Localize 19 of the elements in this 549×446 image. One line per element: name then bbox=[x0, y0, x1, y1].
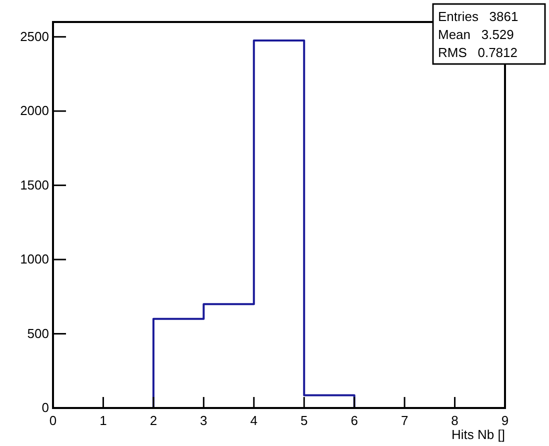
annotation: Entries 3861 bbox=[438, 9, 518, 24]
y-tick-label: 2500 bbox=[20, 28, 49, 44]
y-tick-label: 500 bbox=[27, 326, 49, 341]
y-tick-label: 1000 bbox=[20, 252, 49, 267]
x-tick-label: 5 bbox=[300, 413, 308, 428]
x-tick-label: 6 bbox=[350, 413, 358, 428]
annotation: Mean 3.529 bbox=[438, 27, 514, 42]
x-tick-label: 4 bbox=[250, 413, 258, 428]
x-tick-label: 2 bbox=[150, 413, 158, 428]
x-tick-label: 3 bbox=[200, 413, 208, 428]
annotation: RMS 0.7812 bbox=[438, 45, 518, 60]
x-tick-label: 1 bbox=[100, 413, 107, 428]
x-tick-label: 8 bbox=[451, 413, 458, 428]
y-tick-label: 0 bbox=[42, 400, 49, 415]
x-tick-label: 9 bbox=[501, 413, 509, 428]
y-tick-label: 1500 bbox=[20, 177, 49, 192]
x-axis-title: Hits Nb [] bbox=[452, 427, 505, 442]
y-tick-label: 2000 bbox=[20, 103, 49, 118]
x-tick-label: 7 bbox=[400, 413, 408, 428]
